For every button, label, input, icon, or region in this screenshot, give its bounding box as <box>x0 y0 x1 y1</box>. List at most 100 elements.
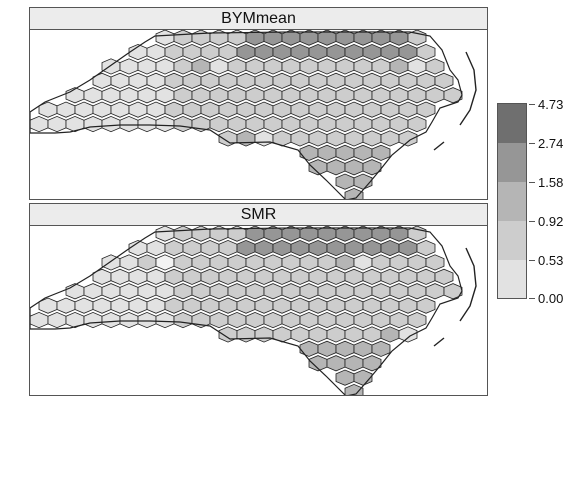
county-polygon <box>344 187 364 199</box>
county-polygon <box>218 297 238 314</box>
county-polygon <box>155 254 175 271</box>
county-polygon <box>308 72 328 89</box>
county-map <box>30 30 487 199</box>
county-polygon <box>317 283 337 300</box>
color-key-label: 4.73 <box>538 97 564 112</box>
color-key-tick <box>529 104 535 105</box>
color-key-tick <box>529 182 535 183</box>
county-polygon <box>362 326 382 343</box>
county-polygon <box>299 254 319 271</box>
color-key-tick <box>529 298 535 299</box>
color-key-band <box>498 260 526 298</box>
county-polygon <box>56 101 76 118</box>
county-polygon <box>281 58 301 75</box>
county-polygon <box>164 297 184 314</box>
county-polygon <box>146 101 166 118</box>
county-polygon <box>398 130 418 147</box>
county-polygon <box>308 239 328 257</box>
county-polygon <box>326 101 346 118</box>
county-polygon <box>335 173 355 190</box>
county-polygon <box>155 30 175 46</box>
county-polygon <box>326 72 346 89</box>
county-polygon <box>290 130 310 147</box>
county-polygon <box>263 58 283 75</box>
county-polygon <box>254 326 274 343</box>
county-polygon <box>398 239 418 257</box>
county-polygon <box>344 159 364 176</box>
county-polygon <box>425 283 445 300</box>
county-polygon <box>74 297 94 314</box>
county-polygon <box>182 239 202 257</box>
county-polygon <box>308 268 328 285</box>
county-polygon <box>137 283 157 300</box>
county-polygon <box>155 58 175 75</box>
county-polygon <box>101 283 121 300</box>
county-polygon <box>317 340 337 357</box>
county-polygon <box>191 254 211 271</box>
county-polygon <box>218 72 238 89</box>
map-panel-smr: SMR <box>29 203 488 396</box>
county-polygon <box>380 297 400 314</box>
county-polygon <box>344 130 364 147</box>
county-polygon <box>254 239 274 257</box>
county-polygon <box>326 268 346 285</box>
county-polygon <box>137 311 157 329</box>
county-polygon <box>155 226 175 242</box>
county-polygon <box>344 101 364 118</box>
county-polygon <box>119 87 139 104</box>
county-polygon <box>380 72 400 89</box>
county-polygon <box>209 58 229 75</box>
county-polygon <box>317 311 337 329</box>
county-polygon <box>47 311 67 329</box>
county-polygon <box>83 87 103 104</box>
county-polygon <box>353 340 373 357</box>
county-polygon <box>191 87 211 104</box>
color-key-tick <box>529 260 535 261</box>
county-polygon <box>227 254 247 271</box>
map-panel-bymmean: BYMmean <box>29 7 488 200</box>
county-polygon <box>47 115 67 133</box>
county-polygon <box>236 43 256 61</box>
county-polygon <box>146 297 166 314</box>
county-polygon <box>110 101 130 118</box>
county-polygon <box>164 43 184 61</box>
county-polygon <box>83 283 103 300</box>
county-polygon <box>380 130 400 147</box>
county-polygon <box>308 101 328 118</box>
county-polygon <box>344 383 364 395</box>
county-polygon <box>254 72 274 89</box>
county-polygon <box>155 87 175 104</box>
county-polygon <box>191 30 211 46</box>
county-polygon <box>254 101 274 118</box>
county-polygon <box>65 87 85 104</box>
county-polygon <box>398 268 418 285</box>
county-polygon <box>164 268 184 285</box>
county-polygon <box>236 297 256 314</box>
county-polygon <box>182 297 202 314</box>
county-polygon <box>353 283 373 300</box>
county-polygon <box>362 297 382 314</box>
county-polygon <box>65 283 85 300</box>
county-polygon <box>245 115 265 133</box>
county-polygon <box>353 87 373 104</box>
county-polygon <box>344 355 364 372</box>
county-polygon <box>200 72 220 89</box>
county-polygon <box>110 268 130 285</box>
county-polygon <box>218 268 238 285</box>
county-polygon <box>353 254 373 271</box>
county-polygon <box>443 87 463 104</box>
county-polygon <box>200 297 220 314</box>
county-polygon <box>218 101 238 118</box>
county-polygon <box>407 311 427 329</box>
county-polygon <box>236 101 256 118</box>
color-key-band <box>498 143 526 182</box>
county-polygon <box>290 268 310 285</box>
county-polygon <box>335 311 355 329</box>
county-polygon <box>227 115 247 133</box>
county-polygon <box>155 283 175 300</box>
county-polygon <box>119 311 139 329</box>
county-polygon <box>191 58 211 75</box>
county-polygon <box>317 58 337 75</box>
county-polygon <box>362 101 382 118</box>
county-polygon <box>281 87 301 104</box>
